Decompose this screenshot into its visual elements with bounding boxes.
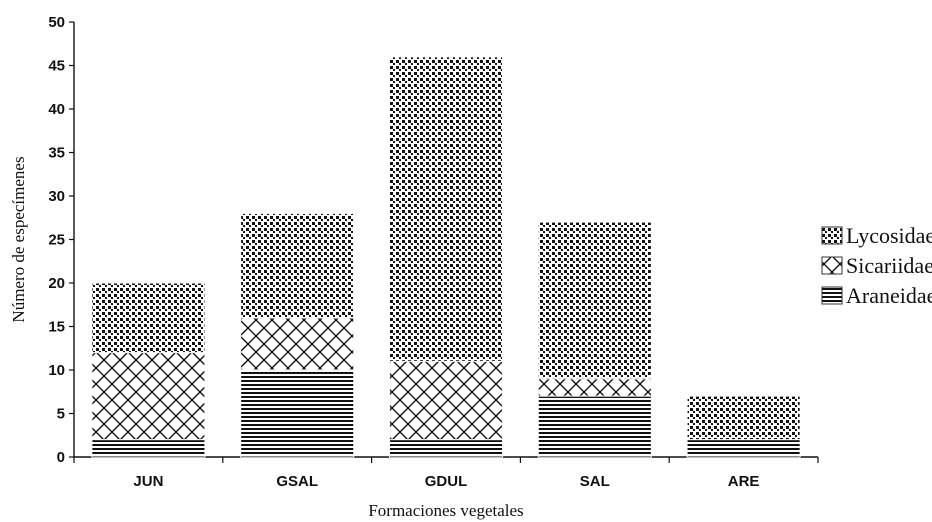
bar-araneidae-sal xyxy=(537,395,652,458)
legend: Lycosidae Sicariidae Araneidae xyxy=(821,223,932,308)
x-tick-label: GSAL xyxy=(276,473,318,490)
y-tick-label: 15 xyxy=(48,319,65,336)
x-tick-label: GDUL xyxy=(425,473,468,490)
legend-swatch-araneidae xyxy=(821,286,843,305)
x-tick-label: JUN xyxy=(133,473,163,490)
y-tick-label: 5 xyxy=(57,406,65,423)
legend-label-sicariidae: Sicariidae xyxy=(846,253,932,278)
bar-sicariidae-sal xyxy=(537,378,652,397)
bar-araneidae-are xyxy=(686,439,801,458)
y-tick-label: 0 xyxy=(57,449,65,466)
bar-sicariidae-jun xyxy=(91,352,206,441)
x-tick-label: SAL xyxy=(580,473,610,490)
tick-labels: 0 5 10 15 20 25 30 35 40 45 50 JUN GSAL GDUL SAL ARE xyxy=(48,14,759,490)
legend-label-araneidae: Araneidae xyxy=(846,283,932,308)
bar-sicariidae-gdul xyxy=(388,360,504,441)
y-tick-label: 20 xyxy=(48,275,65,292)
y-tick-label: 25 xyxy=(48,232,65,249)
legend-swatch-lycosidae xyxy=(821,226,843,245)
bar-sicariidae-gsal xyxy=(240,317,355,371)
bar-araneidae-gdul xyxy=(388,439,504,458)
x-tick-label: ARE xyxy=(728,473,760,490)
y-tick-label: 50 xyxy=(48,14,65,31)
y-tick-label: 35 xyxy=(48,145,65,162)
bar-lycosidae-gsal xyxy=(240,212,355,319)
bar-lycosidae-gdul xyxy=(388,56,504,362)
bar-lycosidae-jun xyxy=(91,282,206,354)
y-tick-label: 30 xyxy=(48,188,65,205)
y-tick-label: 40 xyxy=(48,101,65,118)
legend-label-lycosidae: Lycosidae xyxy=(846,223,932,248)
y-tick-label: 45 xyxy=(48,58,65,75)
x-axis-title: Formaciones vegetales xyxy=(368,501,523,520)
bar-araneidae-jun xyxy=(91,439,206,458)
bar-lycosidae-are xyxy=(686,395,801,441)
y-tick-label: 10 xyxy=(48,362,65,379)
legend-swatch-sicariidae xyxy=(821,256,843,275)
bar-lycosidae-sal xyxy=(537,221,652,380)
bar-araneidae-gsal xyxy=(240,369,355,458)
y-axis-title: Número de especímenes xyxy=(9,156,28,322)
bars xyxy=(91,56,801,458)
